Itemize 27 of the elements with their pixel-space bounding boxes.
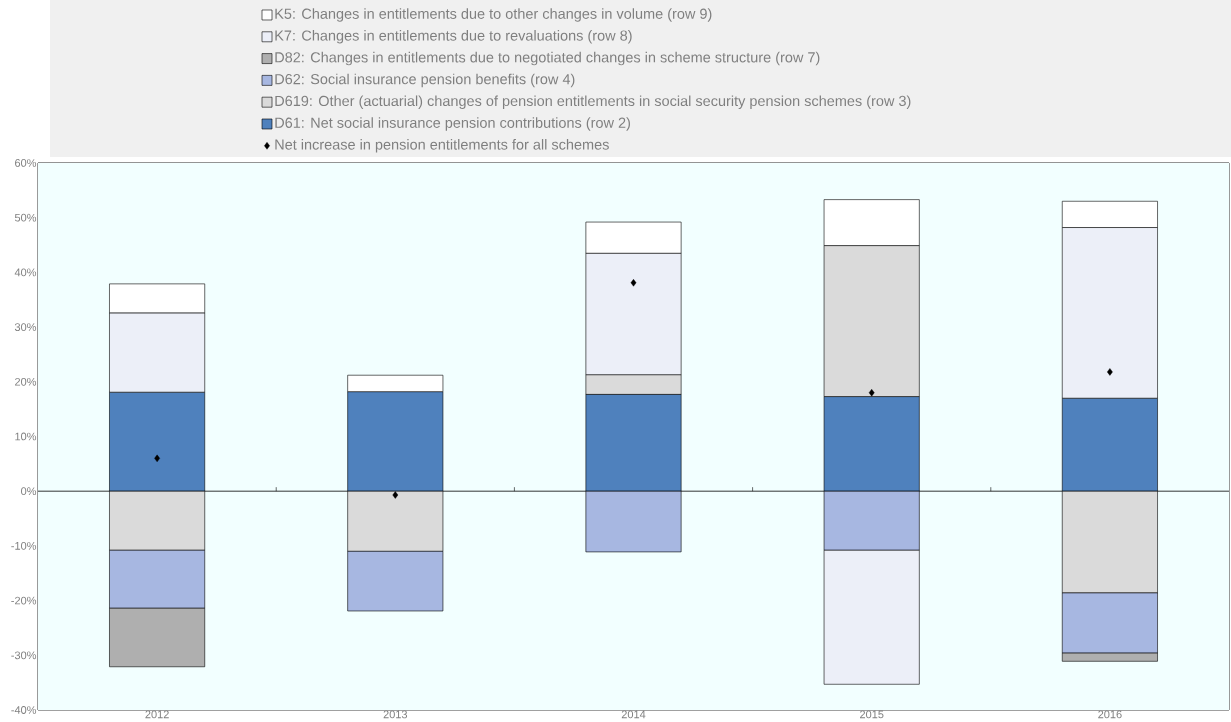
point <box>1107 368 1113 376</box>
y-tick-label: 10% <box>15 432 37 441</box>
legend-label: D82: Changes in entitlements due to negotiated changes in scheme structure (row 7) <box>275 51 820 66</box>
point <box>868 389 875 397</box>
legend-label: D619: Other (actuarial) changes of pension entitlements in social security pension schemes (row 3) <box>275 95 911 109</box>
y-tick-label: -10% <box>11 541 37 550</box>
legend-label: K5: Changes in entitlements due to other changes in volume (row 9) <box>275 8 712 22</box>
legend-label: D61: Net social insurance pension contributions (row 2) <box>275 117 630 131</box>
y-tick-label: -20% <box>11 596 37 605</box>
x-tick-label: 2013 <box>383 710 408 719</box>
y-tick-label: 50% <box>14 213 37 222</box>
y-tick-label: 60% <box>15 159 37 167</box>
y-tick-label: 40% <box>14 268 37 277</box>
y-tick-label: -30% <box>11 651 37 660</box>
point <box>630 279 637 287</box>
point <box>392 491 399 499</box>
x-tick-label: 2016 <box>1098 710 1122 719</box>
x-tick-label: 2015 <box>860 710 884 719</box>
legend-label: D62: Social insurance pension benefits (row 4) <box>275 73 575 88</box>
y-tick-label: 20% <box>15 377 37 386</box>
y-tick-label: 30% <box>14 323 37 331</box>
y-tick-label: 0% <box>21 487 37 496</box>
legend-label: Net increase in pension entitlements for all schemes <box>275 139 609 153</box>
legend-label: K7: Changes in entitlements due to revaluations (row 8) <box>275 30 632 44</box>
x-tick-label: 2014 <box>621 710 646 719</box>
y-tick-label: -40% <box>11 706 37 714</box>
x-tick-label: 2012 <box>145 710 169 719</box>
